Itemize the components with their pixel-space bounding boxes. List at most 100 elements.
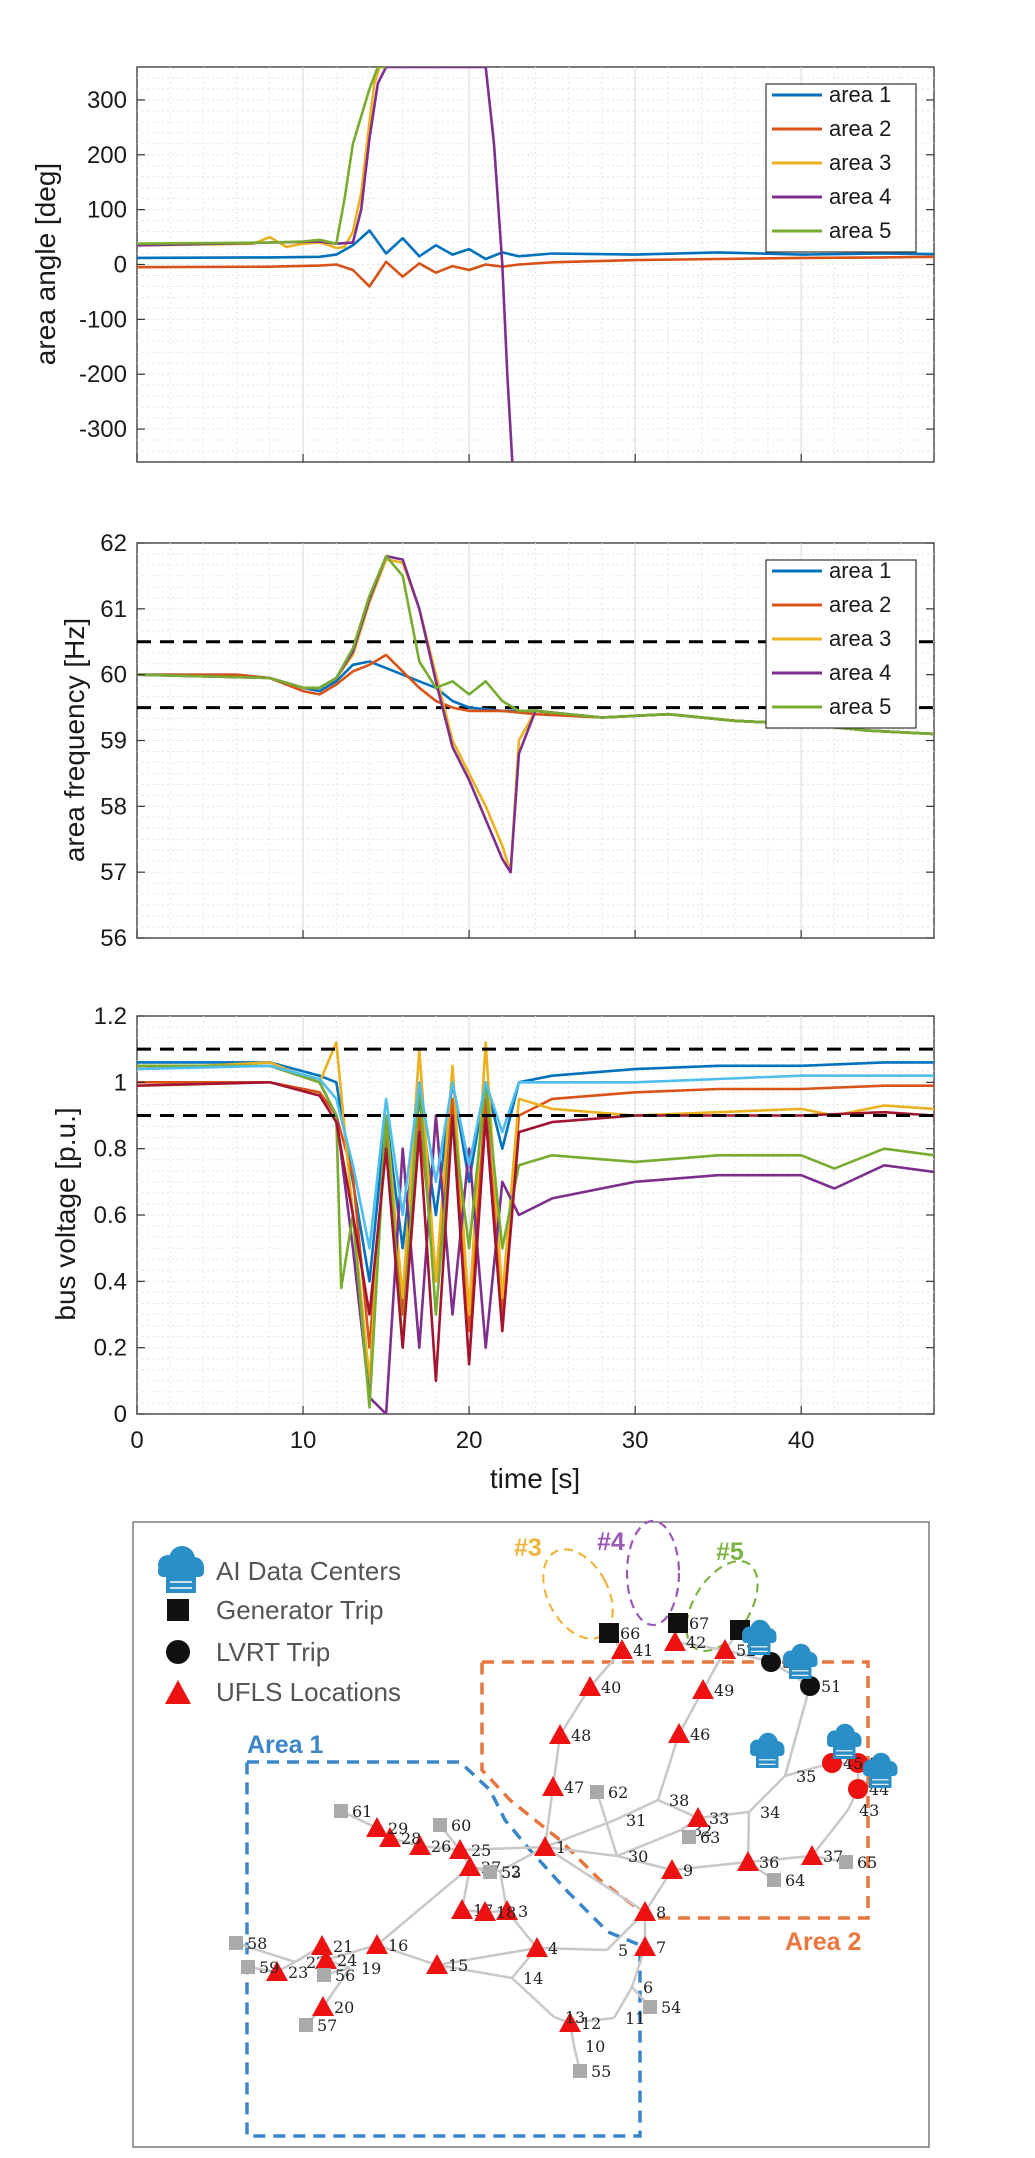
y-tick-label: 200 [87,142,127,169]
bus-nodes: 1234567891011121314151617181920212223242… [229,1613,889,2081]
data-center-icons [742,1619,898,1788]
bus-label: 43 [859,1801,879,1820]
ufls-triangle-icon [664,1631,686,1651]
angle-legend-box [765,83,917,253]
bus-label: 38 [669,1791,689,1810]
x-tick-label: 0 [130,1427,143,1454]
series-line-6 [137,1064,934,1250]
transmission-line [747,1854,813,1864]
bus-label: 24 [337,1951,357,1970]
bus-31: 31 [626,1811,646,1830]
ufls-triangle-icon [526,1937,548,1957]
bus-label: 25 [471,1841,491,1860]
bus-label: 20 [334,1998,354,2017]
frequency-chart: 62 61 60 59 58 57 56 area frequency [Hz] area … [59,530,935,952]
bus-label: 62 [608,1783,628,1802]
transmission-line [544,1845,618,1858]
ufls-triangle-icon [379,1827,401,1847]
ufls-triangle-icon [315,1949,337,1969]
series-line-1 [137,229,934,261]
bus-label: 6 [643,1978,653,1997]
lvrt-circle-icon [761,1652,781,1672]
y-tick-label: 0 [114,1401,127,1428]
bus-61: 61 [334,1802,372,1821]
bus-21: 21 [311,1935,353,1956]
bus-label: 9 [683,1861,693,1880]
ufls-triangle-icon [687,1807,709,1827]
legend-label: area 3 [829,626,891,651]
ufls-triangle-icon [534,1836,556,1856]
transmission-line [657,1798,699,1820]
y-tick-label: -100 [79,306,127,333]
bus-label: 60 [451,1816,471,1835]
bus-label: 48 [571,1726,591,1745]
bus-14: 14 [523,1969,543,1988]
bus-26: 26 [409,1835,451,1856]
lvrt-red-circle-icon [848,1779,868,1799]
transmission-line [511,1977,555,2018]
load-square-icon [229,1936,243,1950]
red-triangle-icon [165,1680,191,1704]
transmission-line [544,1845,646,1914]
black-circle-icon [166,1640,190,1664]
bus-label: 14 [523,1969,543,1988]
bus-label: 5 [618,1941,628,1960]
bus-29: 29 [366,1817,408,1838]
load-square-icon [433,1818,447,1832]
bus-33: 33 [687,1807,729,1828]
bus-label: 16 [388,1936,408,1955]
ufls-triangle-icon [559,2012,581,2032]
ufls-triangle-icon [366,1817,388,1837]
bus-label: 15 [448,1956,468,1975]
bus-19: 19 [361,1959,381,1978]
bus-label: 54 [661,1998,681,2017]
bus-6: 6 [643,1978,653,1997]
bus-label: 56 [335,1966,355,1985]
bus-label: 53 [501,1863,521,1882]
frequency-y-ticks: 62 61 60 59 58 57 56 [100,530,934,952]
group-4-ellipse [625,1519,681,1627]
voltage-x-ticks: 0 10 20 30 40 [130,1406,815,1454]
y-tick-label: 1.2 [94,1003,127,1030]
frequency-legend-box [765,559,917,729]
bus-64: 64 [767,1871,805,1890]
bus-label: 34 [760,1803,780,1822]
bus-label: 10 [585,2037,605,2056]
frequency-legend-entries: area 1 area 2 area 3 area 4 area 5 [772,558,891,719]
voltage-chart: 1.2 1 0.8 0.6 0.4 0.2 0 0 10 20 30 40 bus voltage … [50,1003,935,1494]
bus-11: 11 [625,2009,645,2028]
angle-legend: area 1 area 2 area 3 area 4 area 5 [765,82,917,253]
angle-y-axis-label: area angle [deg] [30,163,61,365]
bus-58: 58 [229,1934,267,1953]
transmission-line [436,1946,538,1967]
bus-53: 53 [483,1863,521,1882]
bus-38: 38 [669,1791,689,1810]
bus-label: 65 [857,1853,877,1872]
y-tick-label: 300 [87,87,127,114]
transmission-line [569,2016,615,2025]
bus-label: 2 [511,1862,521,1881]
bus-label: 26 [431,1837,451,1856]
y-tick-label: 58 [100,793,127,820]
y-tick-label: 61 [100,596,127,623]
bus-label: 63 [700,1828,720,1847]
bus-label: 41 [633,1641,653,1660]
cloud-server-icon [750,1732,785,1768]
area-1-label: Area 1 [247,1731,324,1759]
angle-legend-entries: area 1 area 2 area 3 area 4 area 5 [772,82,891,243]
bus-57: 57 [299,2016,337,2035]
legend-label: area 5 [829,694,891,719]
y-tick-label: 1 [114,1069,127,1096]
lvrt-circle-icon [800,1676,820,1696]
load-square-icon [839,1855,853,1869]
bus-25: 25 [449,1839,491,1860]
frequency-x-ticks [136,930,802,938]
transmission-line [783,1685,812,1777]
y-tick-label: -300 [79,416,127,443]
series-line-2 [137,255,934,288]
series-line-2 [137,1081,934,1349]
bus-1: 1 [534,1836,566,1857]
bus-48: 48 [549,1724,591,1745]
transmission-line [616,1854,673,1872]
